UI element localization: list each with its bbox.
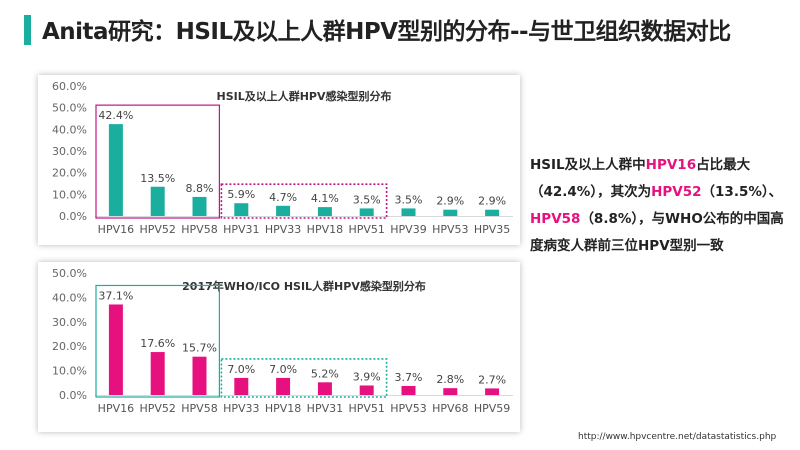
- chart2-value-label: 7.0%: [269, 363, 297, 376]
- chart2-value-label: 5.2%: [311, 367, 339, 380]
- source-url: http://www.hpvcentre.net/datastatistics.…: [578, 432, 777, 442]
- summary-text-3: （13.5%）、: [701, 184, 783, 200]
- chart2-x-label: HPV68: [432, 402, 468, 415]
- chart2-bar-hpv31: [317, 382, 332, 395]
- chart2-x-label: HPV52: [139, 402, 175, 415]
- chart1-bar-hpv18: [317, 207, 332, 216]
- chart1-title: HSIL及以上人群HPV感染型别分布: [216, 89, 391, 103]
- chart2-value-label: 2.7%: [478, 373, 506, 386]
- chart1-ytick-label: 40.0%: [52, 123, 87, 136]
- chart1-bar-hpv16: [108, 124, 123, 216]
- chart2-bar-hpv68: [443, 388, 458, 395]
- chart1-value-label: 3.5%: [395, 193, 423, 206]
- chart1-value-label: 13.5%: [140, 172, 175, 185]
- chart2-x-label: HPV59: [474, 402, 510, 415]
- chart2-group-box-2: [220, 358, 388, 398]
- chart1-value-label: 8.8%: [186, 182, 214, 195]
- chart1-group-box-2: [220, 183, 388, 219]
- chart1-x-label: HPV31: [223, 223, 259, 236]
- chart2-bar-hpv33: [234, 377, 249, 395]
- chart2-value-label: 2.8%: [436, 373, 464, 386]
- chart2-value-label: 15.7%: [182, 342, 217, 355]
- chart1-bar-hpv33: [276, 205, 291, 216]
- chart1-ytick-label: 20.0%: [52, 167, 87, 180]
- summary-highlight-hpv58: HPV58: [530, 211, 581, 227]
- chart1-ytick-label: 30.0%: [52, 145, 87, 158]
- chart2-ytick-label: 30.0%: [52, 316, 87, 329]
- chart1-x-label: HPV53: [432, 223, 468, 236]
- chart1-x-label: HPV51: [348, 223, 384, 236]
- chart1-value-label: 2.9%: [436, 195, 464, 208]
- chart2-value-label: 17.6%: [140, 337, 175, 350]
- chart1-x-label: HPV18: [307, 223, 343, 236]
- chart1-value-label: 2.9%: [478, 195, 506, 208]
- chart-who-ico-hsil: 2017年WHO/ICO HSIL人群HPV感染型别分布 0.0% 10.0% 20.…: [52, 267, 513, 415]
- chart1-bar-hpv31: [234, 203, 249, 216]
- chart2-x-label: HPV58: [181, 402, 217, 415]
- chart1-value-label: 3.5%: [353, 193, 381, 206]
- chart1-value-label: 4.7%: [269, 191, 297, 204]
- summary-highlight-hpv52: HPV52: [651, 184, 702, 200]
- chart2-value-label: 37.1%: [98, 289, 133, 302]
- chart2-bar-hpv51: [359, 385, 374, 395]
- chart2-bar-hpv18: [276, 377, 291, 395]
- chart1-bar-hpv53: [443, 209, 458, 216]
- chart1-value-label: 42.4%: [98, 109, 133, 122]
- chart1-bar-hpv35: [485, 209, 500, 216]
- chart1-bar-hpv39: [401, 208, 416, 216]
- chart2-ytick-label: 40.0%: [52, 291, 87, 304]
- chart1-x-label: HPV52: [139, 223, 175, 236]
- chart2-x-label: HPV18: [265, 402, 301, 415]
- chart1-group-box-1: [95, 104, 221, 219]
- chart2-x-label: HPV16: [98, 402, 134, 415]
- chart2-title: 2017年WHO/ICO HSIL人群HPV感染型别分布: [182, 279, 426, 293]
- chart2-x-label: HPV33: [223, 402, 259, 415]
- chart2-value-label: 3.7%: [395, 371, 423, 384]
- chart2-x-label: HPV53: [390, 402, 426, 415]
- summary-text-2: 占比最大（42.4%），其次为: [530, 157, 751, 200]
- chart2-value-label: 7.0%: [227, 363, 255, 376]
- summary-text-4: （8.8%），与WHO公布的中国高度病变人群前三位HPV型别一致: [530, 211, 784, 254]
- chart2-bar-hpv16: [108, 304, 123, 395]
- summary-note: HSIL及以上人群中HPV16占比最大（42.4%），其次为HPV52（13.5…: [530, 152, 788, 260]
- chart2-ytick-label: 20.0%: [52, 340, 87, 353]
- chart1-bar-hpv58: [192, 196, 207, 216]
- chart2-x-label: HPV51: [348, 402, 384, 415]
- chart1-value-label: 5.9%: [227, 188, 255, 201]
- chart1-x-label: HPV16: [98, 223, 134, 236]
- chart1-x-label: HPV33: [265, 223, 301, 236]
- chart1-x-label: HPV39: [390, 223, 426, 236]
- chart1-ytick-label: 10.0%: [52, 188, 87, 201]
- chart1-x-label: HPV58: [181, 223, 217, 236]
- chart2-x-label: HPV31: [307, 402, 343, 415]
- chart1-ytick-label: 50.0%: [52, 102, 87, 115]
- chart2-bar-hpv53: [401, 385, 416, 395]
- chart1-bar-hpv51: [359, 208, 374, 216]
- chart2-bar-hpv52: [150, 352, 165, 395]
- chart-anita-hsil: HSIL及以上人群HPV感染型别分布 0.0% 10.0% 20.0% 30.0% 40.…: [52, 80, 513, 236]
- chart2-ytick-label: 10.0%: [52, 365, 87, 378]
- chart2-value-label: 3.9%: [353, 370, 381, 383]
- chart2-ytick-label: 0.0%: [59, 389, 87, 402]
- chart1-ytick-label: 0.0%: [59, 210, 87, 223]
- chart2-bar-hpv58: [192, 356, 207, 395]
- chart1-x-label: HPV35: [474, 223, 510, 236]
- chart1-bar-hpv52: [150, 186, 165, 216]
- title-accent-bar: [24, 15, 31, 45]
- chart2-bar-hpv59: [485, 388, 500, 395]
- chart1-value-label: 4.1%: [311, 192, 339, 205]
- chart1-ytick-label: 60.0%: [52, 80, 87, 93]
- chart2-ytick-label: 50.0%: [52, 267, 87, 280]
- chart2-group-box-1: [95, 284, 221, 398]
- summary-highlight-hpv16: HPV16: [645, 157, 697, 173]
- summary-text-1: HSIL及以上人群中: [530, 157, 646, 173]
- page-title: Anita研究：HSIL及以上人群HPV型别的分布--与世卫组织数据对比: [42, 19, 731, 45]
- chart-panel-anita: HSIL及以上人群HPV感染型别分布 0.0% 10.0% 20.0% 30.0% 40.…: [38, 75, 520, 245]
- chart-panel-who: 2017年WHO/ICO HSIL人群HPV感染型别分布 0.0% 10.0% 20.…: [38, 262, 520, 432]
